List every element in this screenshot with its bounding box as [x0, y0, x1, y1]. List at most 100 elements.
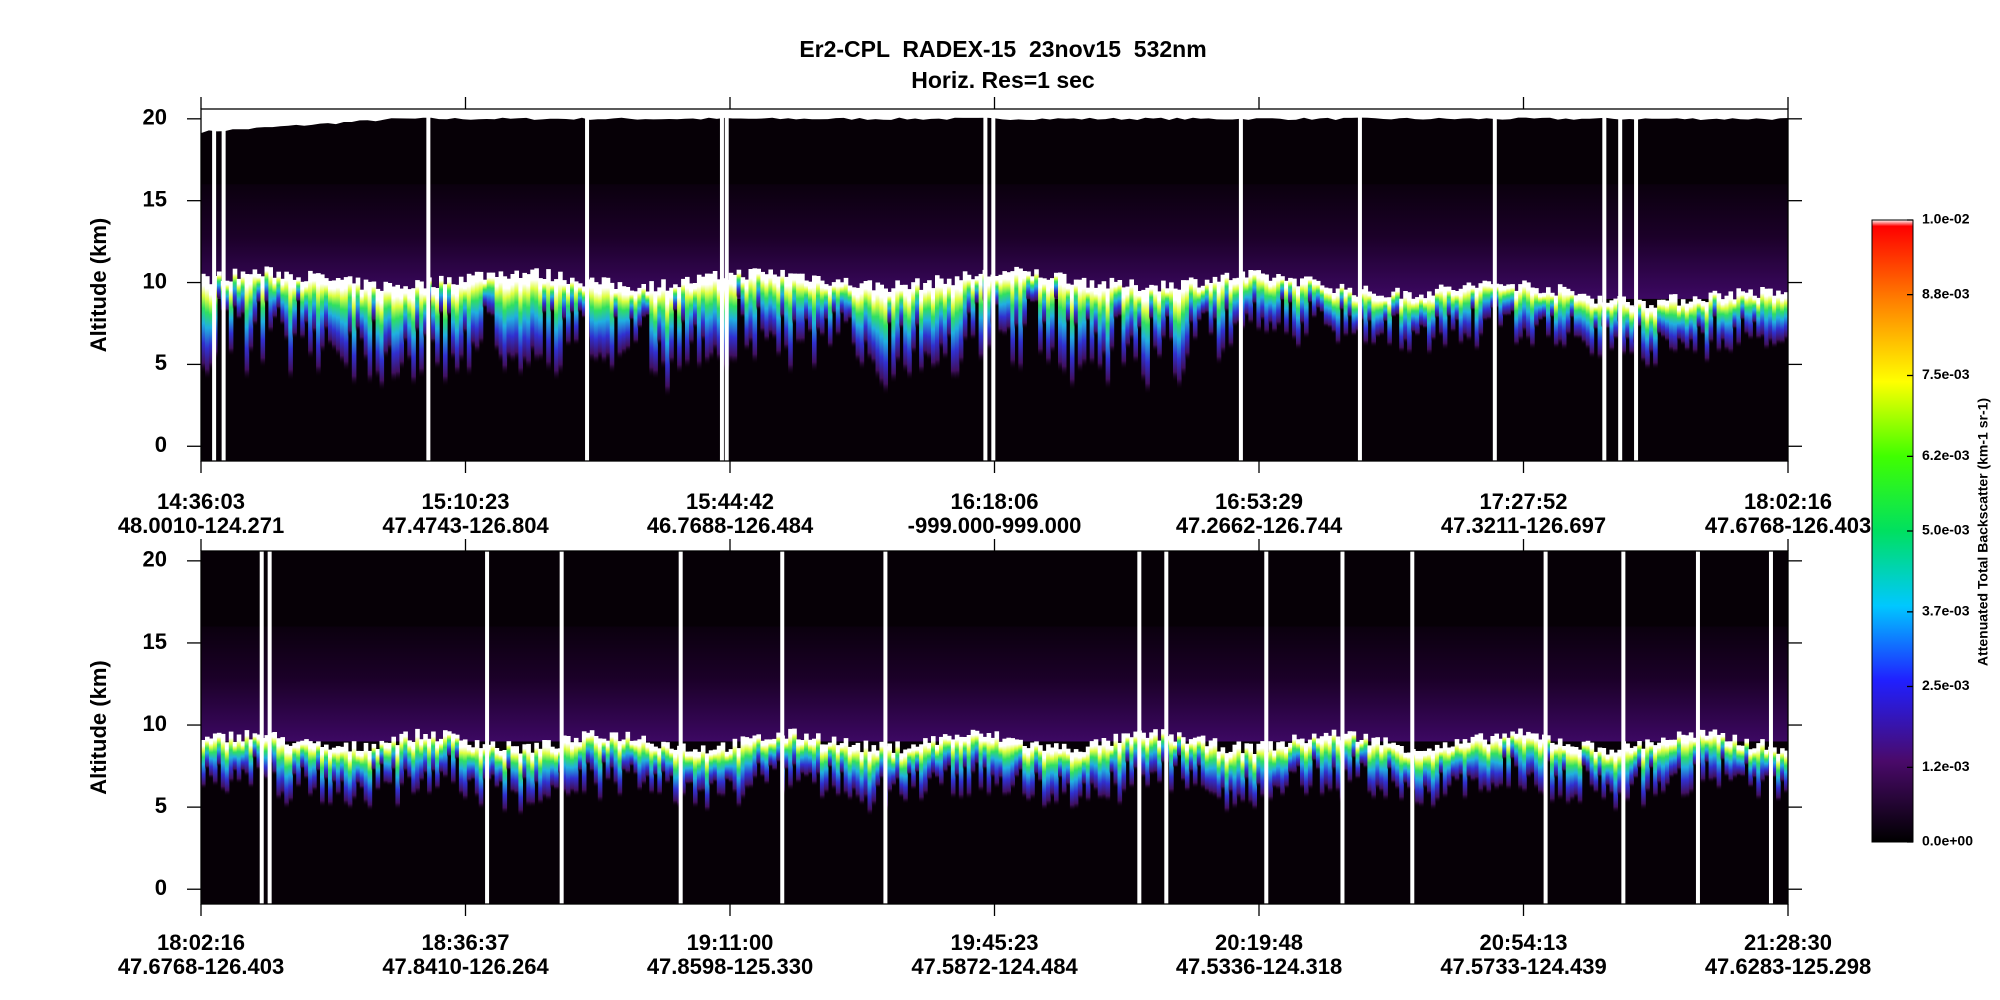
- cloud: [843, 277, 849, 325]
- cloud: [1784, 750, 1788, 794]
- cloud: [1248, 743, 1253, 806]
- cloud: [819, 280, 825, 338]
- cloud: [756, 734, 761, 766]
- data-gap: [983, 109, 988, 461]
- cloud: [1557, 738, 1563, 801]
- cloud: [1311, 279, 1317, 319]
- cloud: [244, 730, 250, 777]
- cloud: [784, 276, 789, 352]
- cloud: [526, 743, 531, 808]
- cloud: [736, 269, 742, 298]
- cloud: [570, 742, 575, 794]
- cloud: [1438, 284, 1444, 337]
- cloud: [1050, 278, 1055, 354]
- cloud: [474, 271, 480, 354]
- cloud: [1252, 754, 1257, 811]
- y-tick-label: 15: [143, 629, 167, 654]
- cloud: [693, 749, 698, 809]
- cloud: [1054, 743, 1059, 807]
- cloud: [280, 737, 285, 797]
- cloud: [601, 277, 607, 365]
- cloud: [1153, 285, 1158, 352]
- cloud: [1228, 280, 1234, 350]
- cloud: [538, 278, 543, 362]
- cloud: [1772, 295, 1777, 349]
- cloud: [986, 276, 992, 352]
- cloud: [308, 741, 313, 799]
- cloud: [542, 279, 547, 314]
- cloud: [1637, 741, 1642, 769]
- x-tick-location: 48.0010-124.271: [118, 513, 284, 538]
- cloud: [1510, 731, 1515, 760]
- cloud: [1220, 747, 1226, 791]
- cloud: [1347, 287, 1353, 318]
- cloud: [1458, 288, 1464, 346]
- cloud: [847, 746, 853, 802]
- cloud: [1129, 279, 1134, 341]
- cloud: [1212, 738, 1218, 798]
- cloud: [391, 736, 396, 771]
- cloud: [470, 275, 476, 349]
- cloud: [546, 740, 551, 802]
- cloud: [704, 273, 710, 366]
- cloud: [1756, 743, 1761, 801]
- cloud: [1740, 291, 1745, 321]
- cloud: [304, 739, 309, 780]
- cloud: [1371, 737, 1376, 801]
- cloud: [1260, 273, 1265, 322]
- cloud: [958, 736, 964, 801]
- cloud: [752, 268, 758, 364]
- cloud: [272, 732, 277, 776]
- cloud: [1065, 283, 1071, 323]
- cloud: [1423, 750, 1428, 789]
- cloud: [244, 274, 250, 380]
- cloud: [391, 286, 396, 383]
- cloud: [1244, 743, 1250, 781]
- cloud: [1089, 741, 1095, 787]
- cloud: [236, 278, 242, 320]
- cloud: [1446, 286, 1452, 318]
- cloud: [1411, 298, 1416, 334]
- cloud: [835, 745, 841, 798]
- cloud: [1276, 742, 1281, 791]
- cloud: [736, 748, 742, 809]
- cloud: [220, 733, 226, 793]
- cloud: [1315, 280, 1321, 310]
- colorbar-tick-label: 5.0e-03: [1922, 522, 1970, 538]
- cloud: [1093, 287, 1099, 336]
- cloud: [756, 268, 761, 311]
- cloud: [907, 748, 912, 775]
- cloud: [1407, 292, 1412, 356]
- cloud: [1173, 288, 1178, 382]
- cloud: [1546, 735, 1551, 763]
- cloud: [970, 279, 976, 341]
- cloud: [427, 738, 432, 797]
- x-tick-location: 47.6768-126.403: [118, 954, 284, 979]
- cloud: [1732, 299, 1738, 330]
- cloud: [641, 735, 646, 786]
- cloud: [292, 279, 297, 339]
- cloud: [383, 281, 389, 359]
- cloud: [208, 284, 214, 372]
- cloud: [248, 739, 254, 789]
- cloud: [1764, 288, 1769, 351]
- curtain-panel: 0 5 10 15 20 Altitude (km) 18:02:1647.6768-126…: [86, 539, 1871, 979]
- colorbar-tick-label: 8.8e-03: [1922, 285, 1970, 301]
- cloud: [510, 274, 516, 364]
- cloud: [1565, 744, 1571, 807]
- cloud: [1704, 735, 1710, 764]
- x-tick-label: 18:36:37: [421, 930, 509, 955]
- y-tick-label: 0: [155, 875, 167, 900]
- cloud: [1712, 729, 1718, 782]
- cloud: [621, 286, 627, 356]
- cloud: [1700, 301, 1706, 336]
- cloud: [276, 738, 281, 801]
- cloud: [800, 273, 805, 345]
- cloud: [208, 738, 214, 779]
- cloud: [776, 276, 781, 359]
- cloud: [1363, 285, 1369, 347]
- cloud: [518, 753, 523, 817]
- cloud: [716, 745, 722, 798]
- cloud: [1177, 732, 1182, 757]
- colorbar-tick-label: 1.2e-03: [1922, 758, 1970, 774]
